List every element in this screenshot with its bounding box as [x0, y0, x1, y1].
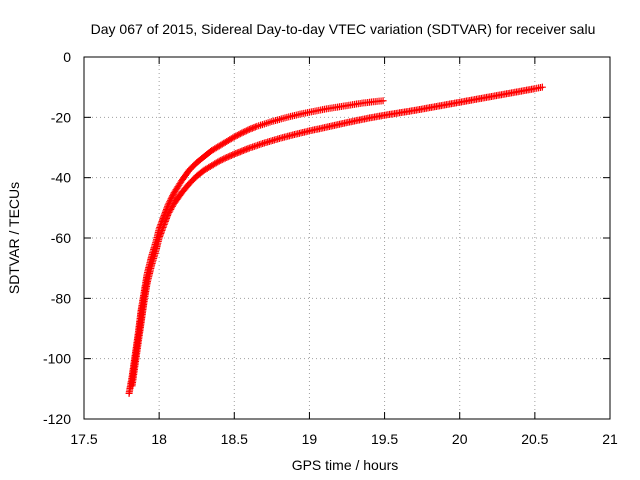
data-point-marker: [238, 129, 246, 137]
grid-lines: [84, 57, 610, 419]
data-point-marker: [250, 124, 258, 132]
data-point-marker: [235, 148, 243, 156]
data-point-marker: [229, 134, 237, 142]
data-point-marker: [229, 151, 237, 159]
chart-title: Day 067 of 2015, Sidereal Day-to-day VTE…: [91, 21, 596, 37]
data-point-marker: [218, 156, 226, 164]
data-point-marker: [538, 83, 546, 91]
data-point-marker: [227, 151, 235, 159]
data-point-marker: [169, 192, 177, 200]
data-point-marker: [217, 156, 225, 164]
data-point-marker: [230, 150, 238, 158]
axis-ticks: 17.5 18 18.5 19 19.5 20 20.5 21 0 -20 -40 -60 -80 -10…: [43, 49, 618, 447]
data-point-marker: [379, 97, 387, 105]
data-point-marker: [215, 157, 223, 165]
x-tick-label: 19: [302, 431, 318, 447]
data-point-marker: [220, 155, 228, 163]
data-point-marker: [248, 124, 256, 132]
data-points: [125, 83, 546, 397]
data-point-marker: [239, 128, 247, 136]
data-point-marker: [164, 210, 172, 218]
x-tick-label: 21: [602, 431, 618, 447]
y-tick-label: 0: [63, 49, 71, 65]
series-arc-1: [125, 97, 387, 397]
y-tick-label: -20: [51, 109, 71, 125]
x-tick-label: 17.5: [70, 431, 97, 447]
x-axis-label: GPS time / hours: [292, 457, 399, 473]
data-point-marker: [224, 153, 232, 161]
x-tick-label: 18: [151, 431, 167, 447]
data-point-marker: [233, 131, 241, 139]
data-point-marker: [241, 128, 249, 136]
data-point-marker: [236, 148, 244, 156]
y-tick-label: -80: [51, 290, 71, 306]
data-point-marker: [244, 126, 252, 134]
data-point-marker: [245, 125, 253, 133]
y-tick-label: -100: [43, 351, 71, 367]
data-point-marker: [251, 123, 259, 131]
data-point-marker: [166, 207, 174, 215]
plot-frame: [83, 56, 611, 420]
data-point-marker: [232, 132, 240, 140]
data-point-marker: [168, 202, 176, 210]
data-point-marker: [167, 205, 175, 213]
data-point-marker: [226, 152, 234, 160]
x-tick-label: 18.5: [221, 431, 248, 447]
data-point-marker: [230, 133, 238, 141]
x-tick-label: 20: [452, 431, 468, 447]
data-point-marker: [238, 147, 246, 155]
y-tick-label: -40: [51, 170, 71, 186]
y-tick-label: -120: [43, 411, 71, 427]
data-point-marker: [169, 190, 177, 198]
x-tick-label: 20.5: [521, 431, 548, 447]
data-point-marker: [242, 145, 250, 153]
data-point-marker: [223, 153, 231, 161]
series-arc-2: [128, 83, 546, 390]
data-point-marker: [241, 146, 249, 154]
data-point-marker: [235, 131, 243, 139]
data-point-marker: [168, 204, 176, 212]
data-point-marker: [244, 145, 252, 153]
data-point-marker: [232, 150, 240, 158]
data-point-marker: [165, 208, 173, 216]
y-axis-label: SDTVAR / TECUs: [6, 182, 22, 294]
data-point-marker: [236, 130, 244, 138]
x-tick-label: 19.5: [371, 431, 398, 447]
data-point-marker: [221, 154, 229, 162]
data-point-marker: [214, 158, 222, 166]
data-point-marker: [168, 193, 176, 201]
y-tick-label: -60: [51, 230, 71, 246]
data-point-marker: [233, 149, 241, 157]
data-point-marker: [247, 125, 255, 133]
data-point-marker: [242, 127, 250, 135]
data-point-marker: [239, 147, 247, 155]
